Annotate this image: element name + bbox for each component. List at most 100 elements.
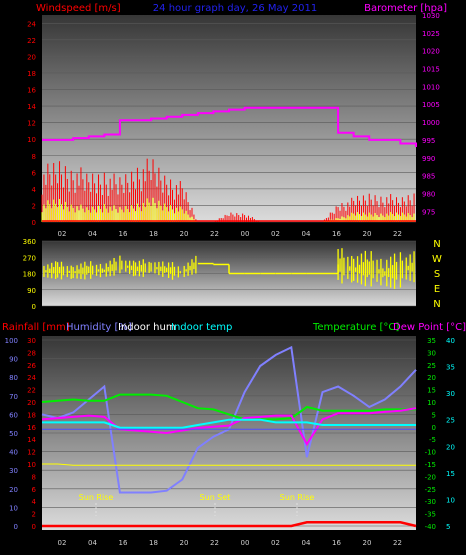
windspeed-tick-label: 22 (27, 37, 36, 45)
humidity-tick-label: 30 (9, 467, 18, 475)
temperature-tick-label: 0 (432, 424, 436, 432)
windspeed-tick-label: 18 (27, 70, 36, 78)
time-tick-label: 02 (58, 230, 67, 238)
barometer-tick-label: 1010 (422, 83, 440, 91)
time-tick-label: 02 (271, 230, 280, 238)
temperature-tick-label: 20 (427, 374, 436, 382)
temperature-tick-label: 10 (427, 399, 436, 407)
temperature-tick-label: -40 (425, 523, 436, 531)
legend-rainfall: Rainfall [mm] (2, 322, 70, 333)
rainfall-tick-label: 30 (27, 337, 36, 345)
barometer-tick-label: 995 (422, 137, 435, 145)
sun-event-label: Sun Rise (79, 493, 114, 502)
time-tick-label: 22 (210, 539, 219, 547)
time-tick-label: 20 (363, 539, 372, 547)
temperature-tick-label: 5 (432, 411, 436, 419)
windspeed-tick-label: 4 (32, 186, 37, 194)
humidity-tick-label: 40 (9, 449, 18, 457)
indoor-temp-tick-label: 15 (446, 470, 455, 478)
rainfall-tick-label: 4 (32, 498, 37, 506)
barometer-tick-label: 1005 (422, 101, 440, 109)
series-temperature-c- (41, 393, 416, 421)
windspeed-tick-label: 0 (32, 219, 36, 227)
humidity-tick-label: 90 (9, 356, 18, 364)
direction-tick-label: 270 (23, 254, 36, 262)
legend-temperature: Temperature [°C] (312, 322, 399, 333)
rainfall-tick-label: 22 (27, 387, 36, 395)
series-dew-point-c- (41, 407, 417, 447)
time-tick-label: 20 (180, 230, 189, 238)
series-outdoor-temp-2 (42, 463, 416, 466)
time-tick-label: 04 (302, 539, 311, 547)
barometer-tick-label: 1030 (422, 12, 440, 20)
windspeed-tick-label: 16 (27, 87, 36, 95)
time-tick-label: 02 (58, 539, 67, 547)
panel-temperature-humidity: Sun Rise Sun Set Sun Rise 0102030405060708… (5, 336, 455, 547)
rainfall-tick-label: 14 (27, 436, 36, 444)
direction-tick-label: 180 (23, 271, 36, 279)
humidity-tick-label: 60 (9, 411, 18, 419)
legend-indoor-hum: Indoor hum (118, 322, 176, 333)
time-tick-label: 04 (88, 230, 97, 238)
humidity-tick-label: 0 (14, 523, 18, 531)
barometer-tick-label: 975 (422, 208, 435, 216)
temperature-tick-label: 25 (427, 362, 436, 370)
rainfall-tick-label: 0 (32, 523, 36, 531)
rainfall-tick-label: 28 (27, 349, 36, 357)
rainfall-tick-label: 6 (32, 486, 37, 494)
rainfall-tick-label: 20 (27, 399, 36, 407)
compass-label: E (434, 284, 440, 295)
indoor-temp-tick-label: 20 (446, 443, 455, 451)
windspeed-tick-label: 6 (32, 169, 37, 177)
rainfall-tick-label: 16 (27, 424, 36, 432)
direction-tick-label: 90 (27, 287, 36, 295)
series-wind-direction (43, 248, 415, 289)
rainfall-tick-label: 26 (27, 362, 36, 370)
temperature-tick-label: -25 (425, 486, 436, 494)
temperature-tick-label: -5 (429, 436, 436, 444)
time-tick-label: 20 (363, 230, 372, 238)
windspeed-tick-label: 24 (27, 20, 36, 28)
indoor-temp-tick-label: 5 (446, 523, 450, 531)
windspeed-tick-label: 20 (27, 53, 36, 61)
temperature-tick-label: -15 (425, 461, 436, 469)
indoor-temp-tick-label: 10 (446, 496, 455, 504)
barometer-tick-label: 1020 (422, 48, 440, 56)
compass-label: S (434, 269, 440, 280)
time-tick-label: 22 (210, 230, 219, 238)
temperature-tick-label: 15 (427, 387, 436, 395)
windspeed-tick-label: 8 (32, 153, 36, 161)
barometer-tick-label: 1000 (422, 119, 440, 127)
temperature-tick-label: -35 (425, 511, 436, 519)
indoor-temp-tick-label: 25 (446, 417, 455, 425)
indoor-temp-tick-label: 35 (446, 364, 455, 372)
direction-tick-label: 0 (32, 303, 36, 311)
windspeed-tick-label: 2 (32, 202, 36, 210)
barometer-tick-label: 1025 (422, 30, 440, 38)
sun-event-label: Sun Set (200, 493, 231, 502)
indoor-temp-tick-label: 30 (446, 390, 455, 398)
time-tick-label: 18 (149, 230, 158, 238)
time-tick-label: 22 (393, 539, 402, 547)
time-tick-label: 00 (241, 230, 250, 238)
windspeed-axis-title: Windspeed [m/s] (36, 3, 121, 14)
temperature-tick-label: -30 (425, 498, 436, 506)
legend-indoor-temp: Indoor temp (171, 322, 232, 333)
time-tick-label: 16 (332, 230, 341, 238)
compass-label: W (432, 254, 442, 265)
windspeed-tick-label: 14 (27, 103, 36, 111)
indoor-temp-tick-label: 40 (446, 337, 455, 345)
sun-event-label: Sun Rise (280, 493, 315, 502)
time-tick-label: 00 (241, 539, 250, 547)
humidity-tick-label: 70 (9, 393, 18, 401)
time-tick-label: 16 (332, 539, 341, 547)
time-tick-label: 04 (302, 230, 311, 238)
temperature-tick-label: 35 (427, 337, 436, 345)
humidity-tick-label: 20 (9, 486, 18, 494)
chart-title: 24 hour graph day, 26 May 2011 (153, 3, 317, 14)
direction-tick-label: 360 (23, 238, 36, 246)
humidity-tick-label: 100 (5, 337, 18, 345)
